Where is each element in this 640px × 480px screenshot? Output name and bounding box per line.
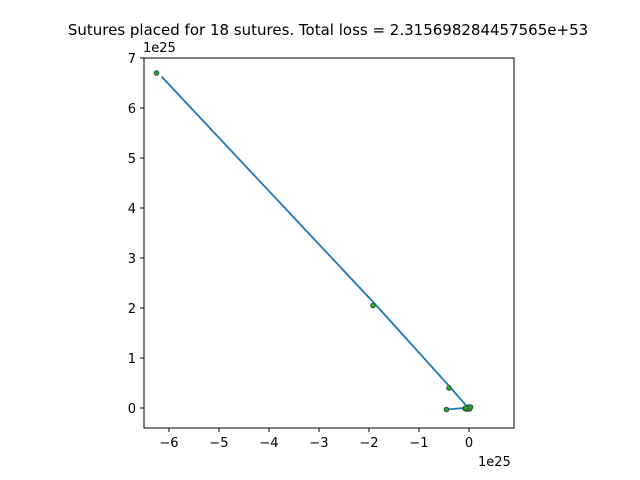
data-point (370, 302, 376, 309)
data-point (467, 404, 474, 410)
data-point (463, 405, 469, 411)
x-tick-label: 0 (465, 436, 473, 451)
y-tick-label: 1 (128, 352, 136, 367)
series-line (160, 75, 471, 411)
chart-title: Sutures placed for 18 sutures. Total los… (68, 21, 588, 39)
data-point (153, 70, 160, 76)
x-offset-text: 1e25 (478, 455, 511, 470)
x-axis: −6 −5 −4 −3 −2 −1 0 (159, 428, 473, 451)
y-tick-label: 7 (128, 52, 136, 67)
data-point (446, 385, 452, 391)
y-axis: 0 1 2 3 4 5 6 7 (128, 52, 144, 417)
x-tick-label: −3 (309, 436, 328, 451)
y-tick-label: 5 (128, 152, 136, 167)
y-tick-label: 2 (128, 302, 136, 317)
x-tick-label: −5 (209, 436, 228, 451)
plot-frame (143, 57, 515, 429)
y-offset-text: 1e25 (143, 41, 176, 56)
data-point (443, 406, 450, 413)
x-tick-label: −4 (259, 436, 278, 451)
y-tick-label: 6 (128, 102, 136, 117)
x-tick-label: −2 (359, 436, 378, 451)
plot-area (143, 57, 515, 429)
y-tick-label: 4 (128, 202, 136, 217)
x-tick-label: −6 (159, 436, 178, 451)
y-tick-label: 3 (128, 252, 136, 267)
y-tick-label: 0 (128, 402, 136, 417)
x-tick-label: −1 (409, 436, 428, 451)
